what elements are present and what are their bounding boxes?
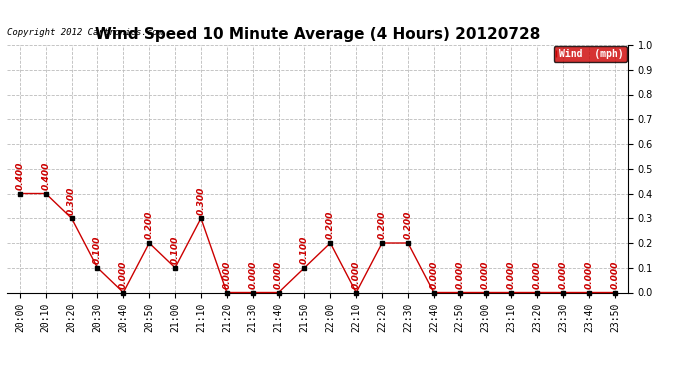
- Text: 0.300: 0.300: [67, 186, 76, 214]
- Text: 0.000: 0.000: [559, 260, 568, 289]
- Text: 0.000: 0.000: [274, 260, 283, 289]
- Legend: Wind  (mph): Wind (mph): [553, 46, 627, 62]
- Title: Wind Speed 10 Minute Average (4 Hours) 20120728: Wind Speed 10 Minute Average (4 Hours) 2…: [95, 27, 540, 42]
- Text: 0.000: 0.000: [248, 260, 257, 289]
- Text: 0.400: 0.400: [41, 161, 50, 190]
- Text: 0.000: 0.000: [584, 260, 593, 289]
- Text: 0.000: 0.000: [352, 260, 361, 289]
- Text: 0.200: 0.200: [145, 211, 154, 239]
- Text: 0.000: 0.000: [507, 260, 516, 289]
- Text: 0.400: 0.400: [15, 161, 24, 190]
- Text: 0.000: 0.000: [222, 260, 231, 289]
- Text: 0.200: 0.200: [377, 211, 386, 239]
- Text: 0.000: 0.000: [533, 260, 542, 289]
- Text: 0.000: 0.000: [611, 260, 620, 289]
- Text: 0.200: 0.200: [404, 211, 413, 239]
- Text: 0.300: 0.300: [197, 186, 206, 214]
- Text: 0.100: 0.100: [170, 236, 179, 264]
- Text: 0.100: 0.100: [300, 236, 309, 264]
- Text: 0.000: 0.000: [119, 260, 128, 289]
- Text: 0.000: 0.000: [429, 260, 438, 289]
- Text: Copyright 2012 Cartronics.com: Copyright 2012 Cartronics.com: [7, 28, 163, 37]
- Text: 0.200: 0.200: [326, 211, 335, 239]
- Text: 0.100: 0.100: [93, 236, 102, 264]
- Text: 0.000: 0.000: [481, 260, 490, 289]
- Text: 0.000: 0.000: [455, 260, 464, 289]
